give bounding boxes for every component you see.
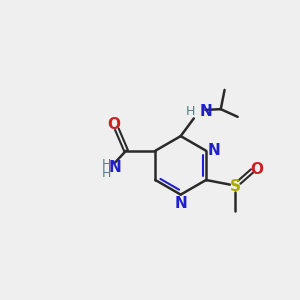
Text: O: O	[107, 117, 120, 132]
Text: O: O	[250, 162, 263, 177]
Text: H: H	[101, 158, 111, 171]
Text: N: N	[199, 104, 212, 119]
Text: H: H	[101, 167, 111, 180]
Text: N: N	[109, 160, 122, 175]
Text: N: N	[174, 196, 187, 211]
Text: S: S	[230, 179, 241, 194]
Text: H: H	[185, 105, 195, 118]
Text: N: N	[208, 143, 220, 158]
